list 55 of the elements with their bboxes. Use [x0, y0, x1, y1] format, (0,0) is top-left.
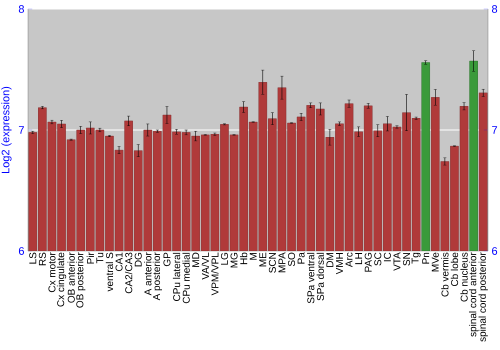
x-tick-label: CA1	[116, 252, 123, 272]
x-tick-label: DM	[326, 253, 334, 267]
x-tick-label: Pir	[86, 252, 94, 264]
x-tick-label: Cb lobe	[450, 252, 458, 286]
x-tick-label: Arc	[346, 252, 353, 268]
x-tick-label: A posterior	[152, 252, 162, 300]
x-tick-label: MPA	[278, 252, 286, 272]
x-tick-label: DG	[134, 252, 142, 266]
x-tick-label: GP	[163, 252, 170, 266]
y-tick-label: 6	[18, 247, 24, 255]
x-tick-label: SPa dorsal	[316, 252, 324, 300]
y2-tick-label: 7	[492, 126, 498, 134]
x-tick-label: MVe	[432, 252, 439, 272]
y2-tick-label: 6	[492, 247, 498, 255]
x-tick-label: SPa ventral	[307, 252, 314, 304]
x-tick-label: VMH	[336, 253, 343, 274]
x-tick-label: Cb nucleus	[460, 252, 468, 302]
x-tick-label: SO	[288, 252, 296, 266]
x-tick-label: SCN	[268, 253, 276, 273]
x-tick-label: A anterior	[144, 252, 152, 296]
x-tick-label: CPu lateral	[172, 252, 180, 301]
x-tick-label: MG	[230, 252, 238, 268]
x-tick-label: IC	[384, 252, 391, 262]
x-tick-label: SN	[403, 253, 410, 266]
x-tick-label: Pn	[422, 252, 430, 264]
x-tick-label: RS	[38, 252, 46, 266]
x-tick-label: OB anterior	[67, 252, 75, 303]
x-tick-label: VTA	[394, 252, 400, 271]
x-tick-label: LG	[220, 252, 228, 265]
x-tick-label: M	[250, 253, 257, 260]
x-tick-label: Cx motor	[48, 252, 56, 292]
y2-tick-label: 8	[492, 5, 498, 13]
x-tick-label: Pa	[298, 252, 305, 264]
x-tick-label: Tg	[412, 252, 421, 264]
x-tick-label: ME	[259, 252, 266, 266]
x-tick-label: Cx cingulate	[56, 252, 66, 307]
y-tick-label: 7	[18, 126, 24, 134]
x-tick-label: LS	[29, 252, 36, 264]
x-tick-label: LH	[355, 253, 362, 264]
x-tick-label: spinal cord posterior	[478, 252, 488, 342]
x-tick-label: PAG	[364, 252, 372, 272]
x-tick-label: Tu	[96, 252, 104, 264]
x-tick-label: ventral S	[106, 252, 114, 292]
x-tick-label: VA/VL	[202, 252, 209, 280]
x-tick-label: CPu medial	[182, 252, 190, 304]
x-tick-label: MD	[192, 252, 200, 267]
x-tick-label: spinal cord anterior	[468, 252, 478, 337]
x-tick-label: CA2/CA3	[124, 252, 132, 294]
y-tick-label: 8	[18, 5, 24, 13]
x-tick-label: Hb	[240, 252, 248, 264]
y-axis-title: Log2 (expression)	[1, 86, 12, 173]
x-tick-label: SC	[374, 252, 382, 266]
x-tick-label: VPM/VPL	[211, 252, 219, 296]
x-tick-label: Cb vermis	[441, 252, 449, 297]
x-tick-label: OB posterior	[76, 252, 86, 308]
